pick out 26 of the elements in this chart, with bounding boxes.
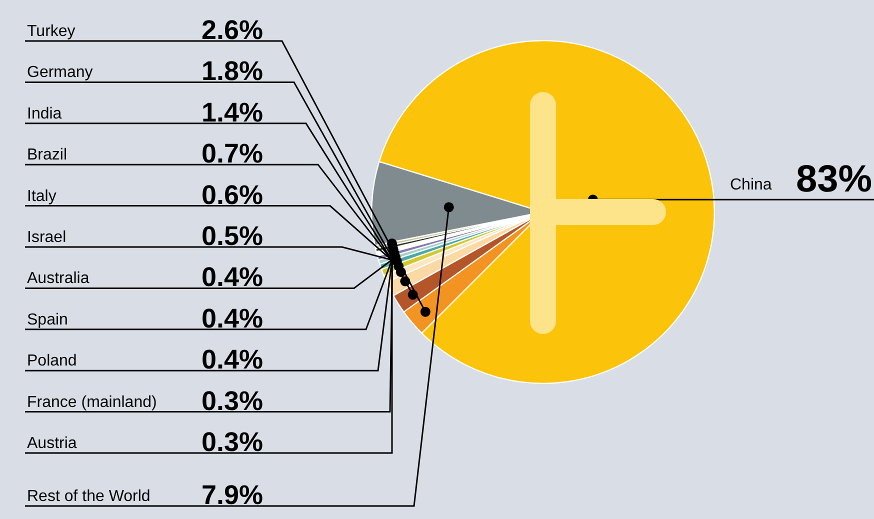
- data-label: 0.3%: [201, 386, 263, 416]
- data-label: 1.4%: [201, 97, 263, 128]
- data-label: 0.4%: [201, 303, 263, 334]
- data-label: 2.6%: [201, 15, 263, 45]
- data-label: 0.4%: [201, 262, 263, 292]
- data-label: 0.6%: [201, 180, 263, 210]
- slice-label: Australia: [27, 270, 90, 288]
- data-label: 0.4%: [201, 344, 263, 375]
- slice-label: Brazil: [27, 146, 68, 164]
- slice-label: Rest of the World: [27, 488, 150, 505]
- data-label: 83%: [796, 158, 872, 201]
- slice-label: Austria: [27, 435, 77, 452]
- slice-label: China: [730, 176, 772, 194]
- data-label: 0.3%: [201, 427, 263, 457]
- slice-label: Spain: [27, 311, 68, 328]
- slice-label: Germany: [27, 64, 93, 82]
- slice-label: India: [27, 105, 62, 122]
- slice-label: France (mainland): [27, 394, 157, 411]
- slice-label: Israel: [27, 229, 66, 246]
- data-label: 0.5%: [201, 221, 263, 251]
- slice-label: Italy: [27, 188, 56, 205]
- slice-label: Poland: [27, 352, 77, 370]
- slice-label: Turkey: [27, 23, 76, 40]
- data-label: 7.9%: [201, 480, 263, 510]
- data-label: 1.8%: [201, 56, 263, 86]
- data-label: 0.7%: [201, 138, 263, 169]
